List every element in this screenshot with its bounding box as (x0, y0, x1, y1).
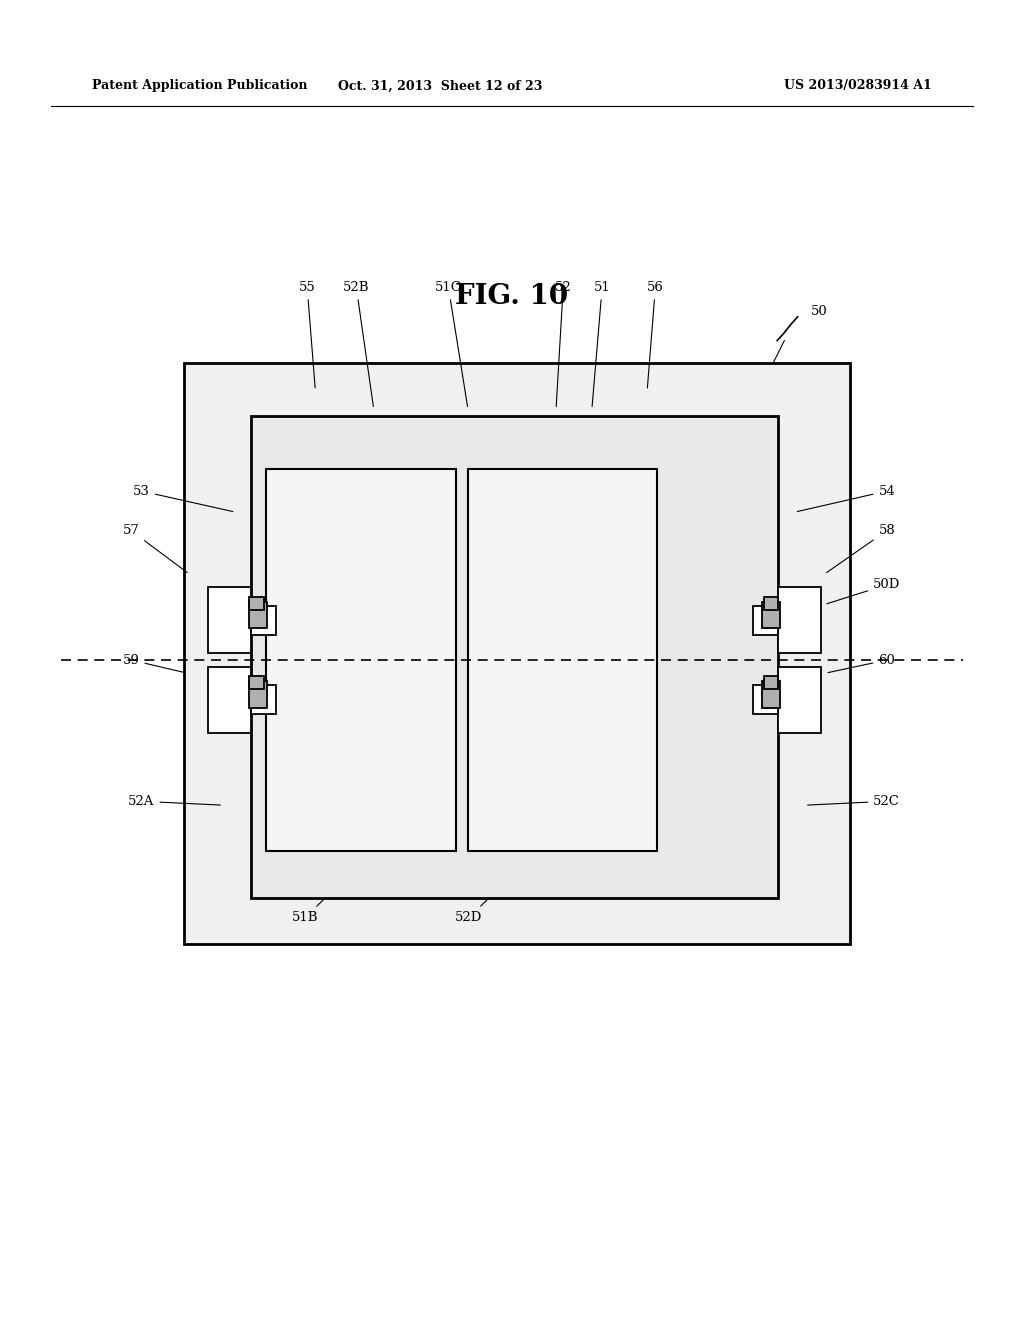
Text: FIG. 10: FIG. 10 (456, 284, 568, 310)
Text: 50D: 50D (827, 578, 900, 603)
Bar (208, 587, 251, 653)
Bar (266, 469, 456, 851)
Bar (249, 676, 263, 689)
Text: 54: 54 (798, 484, 895, 512)
Bar (249, 681, 267, 708)
Text: 59: 59 (123, 653, 184, 673)
Text: 53: 53 (133, 484, 232, 512)
Bar (468, 469, 657, 851)
Text: 50: 50 (811, 305, 827, 318)
Text: 52: 52 (555, 281, 571, 407)
Text: 51C: 51C (435, 281, 468, 407)
Bar (778, 667, 821, 733)
Bar (762, 681, 780, 708)
Bar (251, 606, 276, 635)
Text: 55: 55 (299, 281, 315, 388)
Bar (762, 602, 780, 628)
Text: 52B: 52B (343, 281, 374, 407)
Text: Patent Application Publication: Patent Application Publication (92, 79, 307, 92)
Text: 52D: 52D (456, 899, 487, 924)
Text: US 2013/0283914 A1: US 2013/0283914 A1 (784, 79, 932, 92)
Text: Oct. 31, 2013  Sheet 12 of 23: Oct. 31, 2013 Sheet 12 of 23 (338, 79, 543, 92)
Bar (184, 363, 850, 944)
Bar (251, 685, 276, 714)
Bar (764, 676, 778, 689)
Bar (208, 667, 251, 733)
Bar (753, 685, 778, 714)
Text: 51: 51 (592, 281, 610, 407)
Bar (764, 597, 778, 610)
Bar (251, 416, 778, 898)
Bar (753, 606, 778, 635)
Text: 52C: 52C (808, 795, 900, 808)
Text: 56: 56 (647, 281, 664, 388)
Text: 52A: 52A (128, 795, 220, 808)
Text: 58: 58 (826, 524, 895, 573)
Bar (778, 587, 821, 653)
Bar (249, 597, 263, 610)
Bar (249, 602, 267, 628)
Text: 60: 60 (828, 653, 895, 673)
Text: 57: 57 (123, 524, 187, 573)
Text: 51B: 51B (292, 899, 324, 924)
